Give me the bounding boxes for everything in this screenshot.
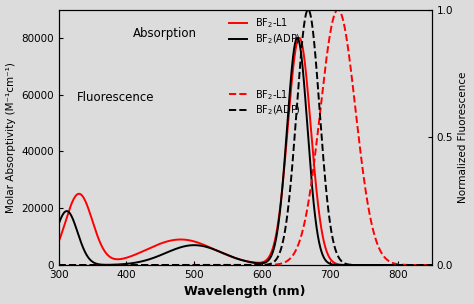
X-axis label: Wavelength (nm): Wavelength (nm) (184, 285, 306, 299)
Text: Fluorescence: Fluorescence (77, 91, 155, 104)
Y-axis label: Molar Absorptivity (M⁻¹cm⁻¹): Molar Absorptivity (M⁻¹cm⁻¹) (6, 62, 16, 213)
Legend: BF$_2$-L1, BF$_2$(ADP): BF$_2$-L1, BF$_2$(ADP) (228, 86, 302, 119)
Y-axis label: Normalized Fluorescence: Normalized Fluorescence (458, 72, 468, 203)
Text: Absorption: Absorption (133, 27, 197, 40)
